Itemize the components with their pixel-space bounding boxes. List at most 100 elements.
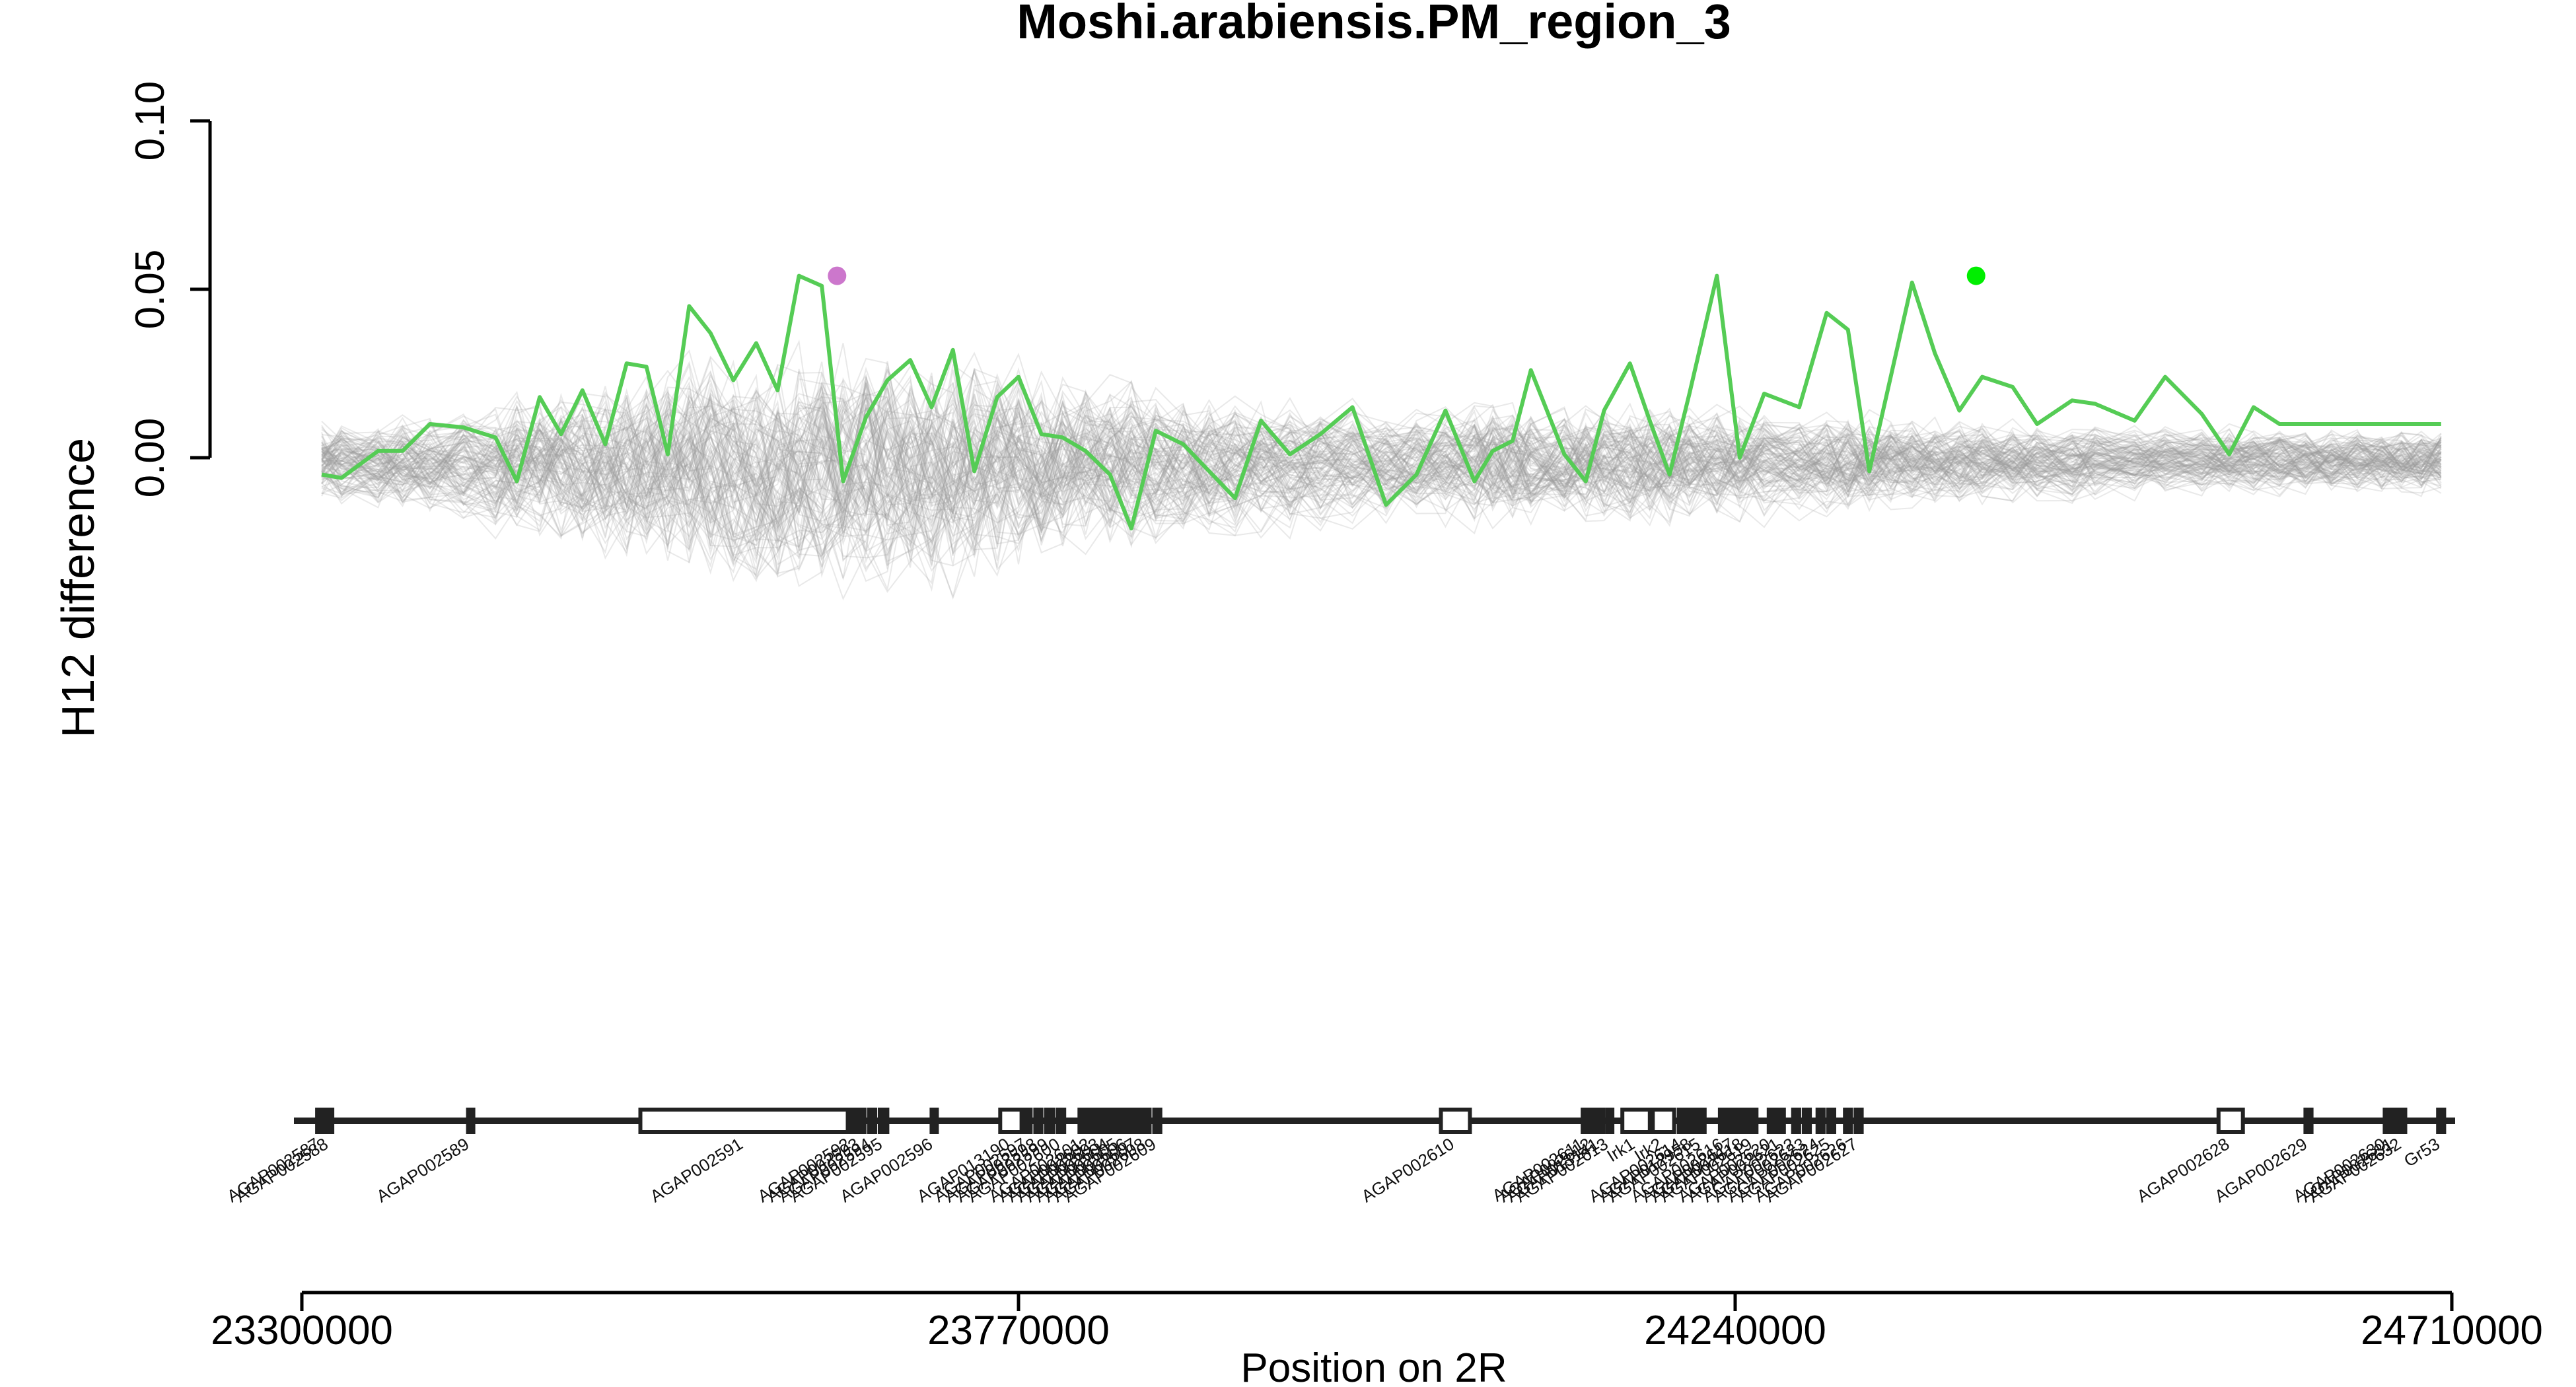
permutation-line <box>321 394 2442 557</box>
gene-block <box>1141 1108 1152 1134</box>
gene-block <box>1730 1108 1740 1134</box>
gene-block <box>1104 1108 1116 1134</box>
gene-block <box>1132 1108 1143 1134</box>
permutation-line <box>321 351 2442 547</box>
permutation-line <box>321 378 2442 567</box>
gene-block <box>1123 1108 1133 1134</box>
permutation-line <box>321 367 2442 551</box>
permutation-line <box>321 420 2442 573</box>
permutation-line <box>321 395 2442 562</box>
permutation-line <box>321 384 2441 550</box>
x-tick-label: 24710000 <box>2361 1308 2543 1353</box>
gene-block <box>324 1108 335 1134</box>
permutation-line <box>321 370 2442 563</box>
permutation-line <box>321 386 2442 557</box>
gene-block <box>1581 1108 1591 1134</box>
y-tick-label: 0.10 <box>127 81 173 161</box>
permutation-line <box>321 393 2442 551</box>
y-axis-label: H12 difference <box>52 438 104 738</box>
x-tick-label: 24240000 <box>1644 1308 1826 1353</box>
permutation-line <box>321 371 2442 546</box>
permutation-line <box>321 400 2442 598</box>
gene-block <box>2303 1108 2314 1134</box>
permutation-line <box>321 384 2442 553</box>
permutation-line <box>321 393 2442 548</box>
permutation-line <box>321 377 2441 552</box>
permutation-line <box>321 404 2442 554</box>
permutation-line <box>321 388 2441 555</box>
gene-block <box>638 1108 850 1134</box>
permutation-line <box>321 359 2441 568</box>
permutation-line <box>321 386 2441 561</box>
permutation-line <box>321 377 2442 575</box>
permutation-line <box>321 391 2442 567</box>
permutation-line <box>321 380 2442 565</box>
gene-block <box>1717 1108 1731 1134</box>
gene-block <box>867 1108 878 1134</box>
permutation-line <box>321 378 2442 572</box>
gene-block <box>1033 1108 1044 1134</box>
gene-block <box>1748 1108 1759 1134</box>
gene-block <box>1044 1108 1056 1134</box>
permutation-line <box>321 405 2442 548</box>
permutation-line <box>321 381 2441 585</box>
permutation-line <box>321 424 2442 601</box>
permutation-line <box>321 382 2442 557</box>
permutation-line <box>321 392 2442 538</box>
permutation-line <box>321 376 2441 578</box>
permutation-line <box>321 400 2442 534</box>
gene-block <box>2216 1108 2245 1134</box>
x-tick-label: 23300000 <box>211 1308 393 1353</box>
permutation-line <box>321 369 2442 566</box>
permutation-line <box>321 374 2442 556</box>
gene-block <box>2390 1108 2400 1134</box>
gene-block <box>1056 1108 1067 1134</box>
permutation-line <box>321 368 2442 554</box>
permutation-line <box>321 400 2442 566</box>
gene-block <box>1843 1108 1853 1134</box>
gene-block <box>1687 1108 1698 1134</box>
permutation-line <box>321 382 2442 577</box>
permutation-line <box>321 355 2441 523</box>
permutation-line <box>321 393 2442 592</box>
permutation-line <box>321 386 2442 583</box>
gene-block <box>855 1108 867 1134</box>
permutation-line <box>321 420 2442 570</box>
permutation-line <box>321 343 2442 567</box>
permutation-line <box>321 388 2442 556</box>
permutation-line <box>321 391 2441 558</box>
permutation-line <box>321 406 2441 573</box>
permutation-line <box>321 382 2441 579</box>
y-tick-label: 0.00 <box>127 418 173 498</box>
gene-block <box>1826 1108 1837 1134</box>
permutation-line <box>321 361 2442 555</box>
permutation-line <box>321 381 2442 550</box>
permutation-line <box>321 389 2441 548</box>
permutation-line <box>321 396 2441 550</box>
gene-block <box>2436 1108 2447 1134</box>
gene-block <box>2382 1108 2392 1134</box>
chart-title: Moshi.arabiensis.PM_region_3 <box>1017 0 1731 49</box>
y-axis: 0.00 0.05 0.10 <box>127 81 212 498</box>
permutation-line <box>321 349 2442 553</box>
permutation-line <box>321 386 2442 533</box>
y-tick-label: 0.05 <box>127 250 173 330</box>
permutation-line <box>321 363 2442 558</box>
gene-block <box>847 1108 857 1134</box>
gene-block <box>1853 1108 1864 1134</box>
permutation-line <box>321 384 2442 546</box>
permutation-line <box>321 371 2442 528</box>
gene-block <box>1596 1108 1606 1134</box>
left-peak-point <box>828 266 847 285</box>
x-axis: 23300000 23770000 24240000 24710000 Posi… <box>211 1291 2543 1387</box>
permutation-line <box>321 373 2442 538</box>
permutation-line <box>321 373 2442 577</box>
permutation-line <box>321 392 2442 517</box>
permutation-line <box>321 369 2442 550</box>
permutation-line <box>321 382 2442 522</box>
permutation-line <box>321 383 2442 548</box>
permutation-line <box>321 365 2441 550</box>
x-axis-label: Position on 2R <box>1240 1345 1507 1387</box>
permutation-line <box>321 352 2442 566</box>
